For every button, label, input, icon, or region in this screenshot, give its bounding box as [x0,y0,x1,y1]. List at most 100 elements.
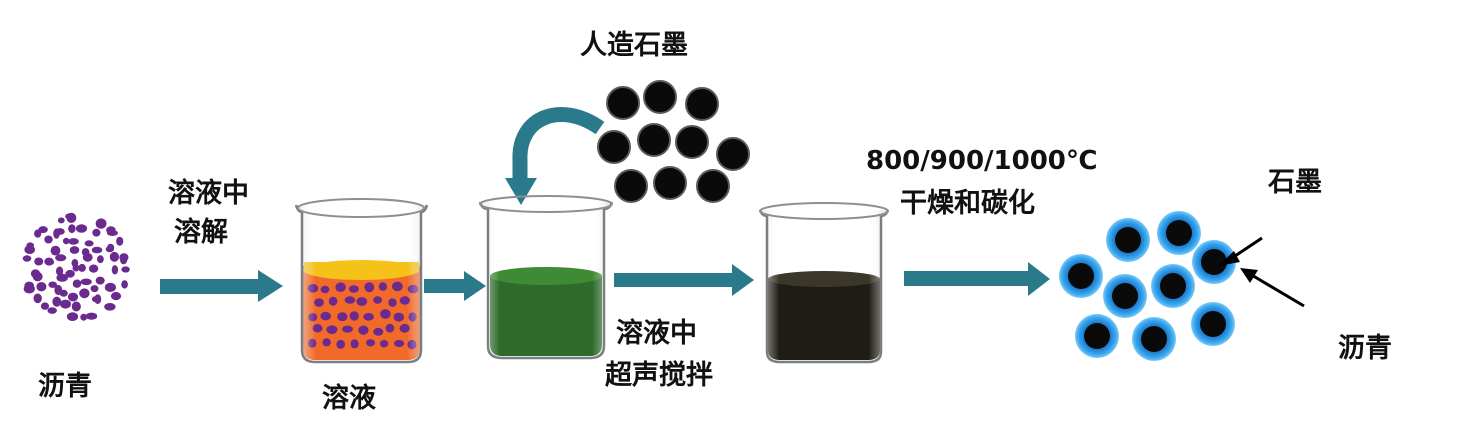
pitch-particle [67,292,79,302]
pitch-particle [69,246,80,254]
pitch-particle [47,307,57,314]
label-artificial-graphite: 人造石墨 [580,30,688,61]
coated-particle [1191,302,1235,346]
pitch-particle [22,255,32,262]
graphite-ball [675,125,709,159]
pitch-particle [111,265,119,275]
pitch-particle [65,269,75,278]
beaker-solution [294,198,429,364]
pitch-particle [84,240,94,247]
pitch-particle [105,246,114,253]
coated-particle [1059,254,1103,298]
pitch-particle [80,278,92,286]
pitch-particle [40,302,50,310]
pitch-particle [91,296,100,303]
arrow-ultrasonic [614,264,754,296]
coated-particle [1106,218,1150,262]
graphite-ball [685,87,719,121]
pitch-particle [33,293,42,304]
pitch-particle [104,303,116,311]
graphite-addition-arrow [505,107,605,205]
pitch-particle [90,285,99,293]
pitch-particle [121,266,130,273]
label-stir-line2: 超声搅拌 [605,360,713,391]
pitch-particle [78,263,86,272]
arrow-carbonize [904,262,1050,296]
pitch-particle [116,236,124,246]
pitch-particle-cloud [22,212,130,321]
pitch-particle [97,255,104,264]
pitch-particle [85,312,98,320]
arrow-dissolve [160,270,283,302]
pitch-particle [44,235,53,244]
pitch-particle [71,301,81,312]
pitch-particle [23,284,35,294]
pitch-particle [57,217,65,224]
pitch-particle [50,245,61,256]
pitch-particle [88,264,99,273]
pitch-particle [119,253,129,262]
label-dissolve-line2: 溶解 [174,217,228,248]
coated-particle [1132,317,1176,361]
pitch-particle [95,276,105,285]
label-temperature: 800/900/1000℃ [866,146,1098,176]
label-dissolve-line1: 溶液中 [168,178,249,209]
coated-particle [1192,240,1236,284]
pitch-particle [68,238,79,245]
label-solution: 溶液 [322,383,376,414]
pitch-particle [53,228,60,239]
coated-particle [1151,264,1195,308]
beaker-green-mixture [478,195,614,360]
graphite-ball [716,137,750,171]
pitch-particle [38,226,48,234]
pitch-particle [62,237,70,245]
pitch-particle [75,224,88,233]
pitch-particle [55,254,67,262]
coated-particle [1157,211,1201,255]
graphite-ball [597,130,631,164]
pitch-particle [92,228,101,237]
pitch-particle [104,282,116,292]
pitch-particle [121,280,128,289]
pitch-particle [54,284,63,296]
label-graphite-core: 石墨 [1268,167,1322,198]
graphite-ball [696,169,730,203]
pitch-particle [24,245,35,255]
pitch-particle [109,251,119,262]
graphite-ball [643,80,677,114]
beaker-dark-mixture [758,202,890,364]
pointer-graphite-core [1218,236,1263,266]
pitch-particle [34,257,44,266]
label-pitch-shell: 沥青 [1338,333,1392,364]
pitch-particle [56,266,64,276]
pitch-particle [80,313,88,321]
coated-particle [1075,314,1119,358]
pointer-pitch-shell [1240,268,1305,308]
label-stir-line1: 溶液中 [616,318,697,349]
graphite-ball [614,169,648,203]
pitch-particle [68,224,76,234]
pitch-particle [66,212,77,223]
coated-particle [1103,274,1147,318]
pitch-particle [30,269,41,278]
pitch-particle [91,246,103,254]
label-dry-carbonize: 干燥和碳化 [900,188,1035,219]
pitch-particle [52,296,62,307]
pitch-particle [36,282,47,292]
pitch-particle [66,312,79,321]
pitch-particle [79,288,90,299]
pitch-particle [48,281,57,288]
pitch-particle [72,279,82,288]
label-pitch-source: 沥青 [38,371,92,402]
arrow-to-green-beaker [424,271,486,301]
pitch-particle [60,299,71,309]
coated-graphite-particles [1059,211,1236,361]
graphite-ball [606,86,640,120]
pitch-particle [110,292,122,301]
pitch-particle [82,252,93,262]
graphite-ball [637,123,671,157]
pitch-particle [95,218,107,229]
pitch-particle [106,226,116,234]
pitch-particle [46,259,55,266]
